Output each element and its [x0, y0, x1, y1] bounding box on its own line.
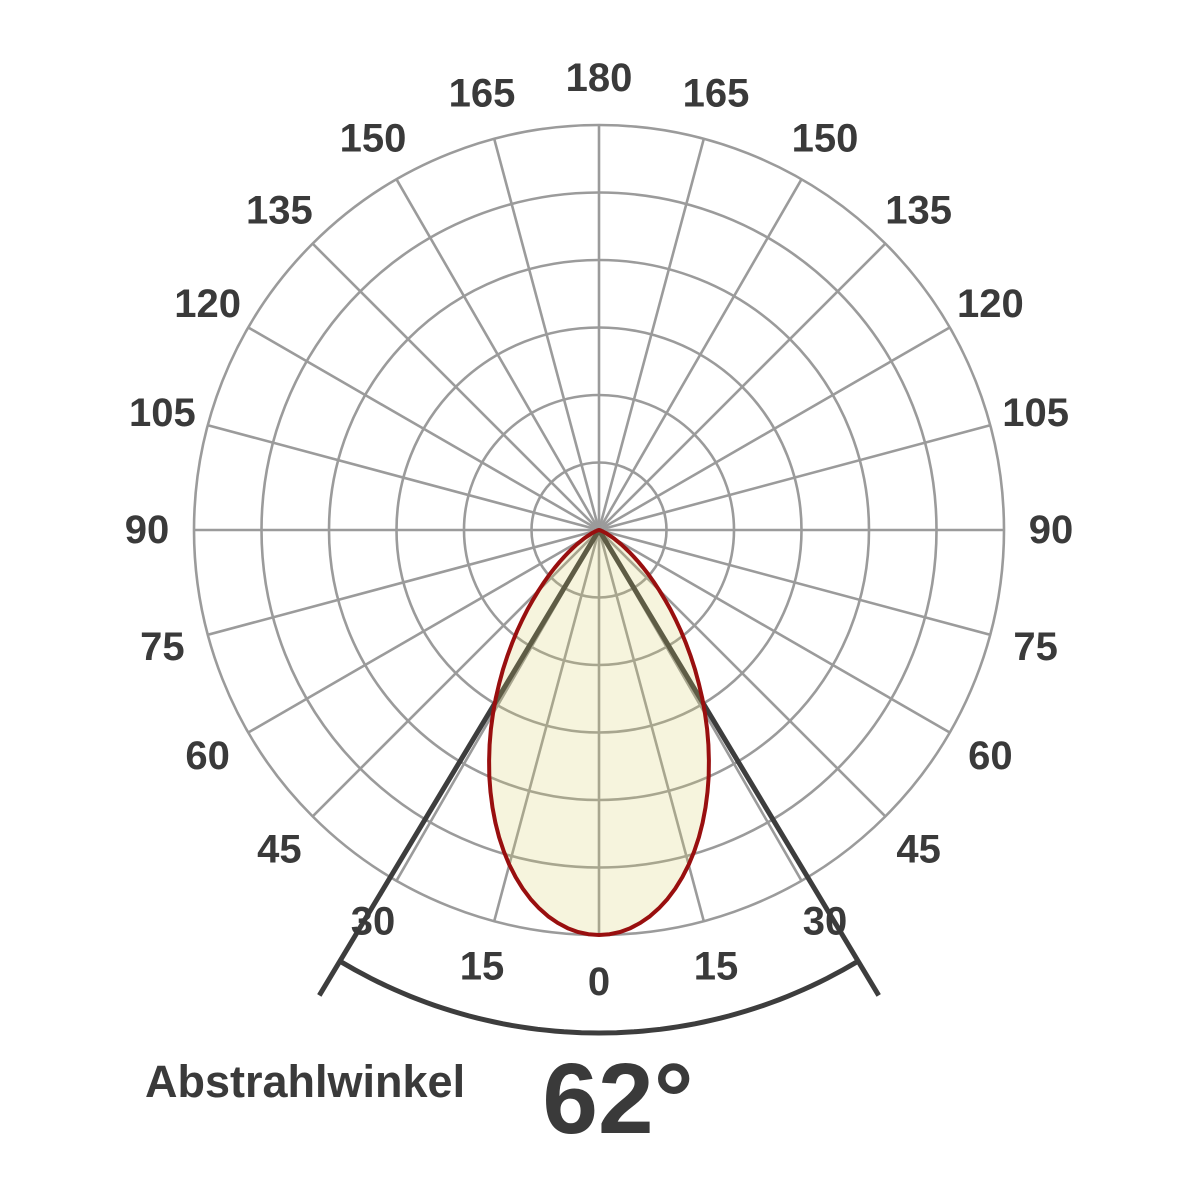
angle-tick-labels: 0 15 15 30 30 45 45 60 60 75 75 90 90 105 105 120 120 135… — [125, 56, 1074, 1004]
grid-spoke — [311, 529, 600, 818]
angle-label-165-left: 165 — [449, 71, 516, 115]
intensity-lobe — [487, 528, 711, 937]
angle-label-15-left: 15 — [460, 945, 505, 989]
grid-spoke — [247, 528, 600, 734]
beam-angle-arc — [338, 959, 860, 1036]
grid-spoke — [597, 178, 803, 531]
grid-spoke — [207, 423, 600, 532]
angle-label-150-left: 150 — [340, 117, 407, 161]
beam-angle-lines — [317, 528, 881, 997]
angle-label-120-left: 120 — [174, 282, 241, 326]
grid-spoke — [598, 326, 951, 532]
polar-grid-spokes — [194, 125, 1004, 935]
grid-spoke — [598, 242, 887, 531]
angle-label-60-left: 60 — [185, 734, 230, 778]
grid-spoke — [247, 326, 600, 532]
angle-label-45-left: 45 — [257, 828, 302, 872]
grid-spoke — [597, 529, 706, 922]
angle-label-15-right: 15 — [694, 945, 739, 989]
angle-label-30-left: 30 — [351, 899, 396, 943]
angle-label-75-left: 75 — [140, 625, 185, 669]
angle-label-45-right: 45 — [896, 828, 941, 872]
grid-spoke — [395, 178, 601, 531]
angle-label-165-right: 165 — [683, 71, 750, 115]
grid-spoke — [598, 529, 887, 818]
angle-label-120-right: 120 — [957, 282, 1024, 326]
angle-label-90-left: 90 — [125, 508, 170, 552]
grid-spoke — [597, 138, 706, 531]
grid-spoke — [492, 138, 601, 531]
angle-label-135-left: 135 — [246, 188, 313, 232]
angle-label-135-right: 135 — [885, 188, 952, 232]
beam-angle-value: 62° — [542, 1043, 693, 1155]
angle-label-150-right: 150 — [792, 117, 859, 161]
angle-label-105-left: 105 — [129, 391, 196, 435]
grid-spoke — [492, 529, 601, 922]
angle-label-30-right: 30 — [803, 899, 848, 943]
grid-spoke — [311, 242, 600, 531]
grid-spoke — [598, 528, 991, 637]
angle-label-90-right: 90 — [1029, 508, 1074, 552]
grid-spoke — [207, 528, 600, 637]
angle-label-60-right: 60 — [968, 734, 1013, 778]
angle-label-180: 180 — [566, 56, 633, 100]
grid-spoke — [598, 423, 991, 532]
grid-spoke — [598, 528, 951, 734]
beam-angle-line-right — [596, 528, 881, 997]
beam-angle-caption-label: Abstrahlwinkel — [145, 1056, 465, 1107]
beam-angle-line-left — [317, 528, 602, 997]
angle-label-0: 0 — [588, 960, 610, 1004]
angle-label-75-right: 75 — [1013, 625, 1058, 669]
angle-label-105-right: 105 — [1002, 391, 1069, 435]
